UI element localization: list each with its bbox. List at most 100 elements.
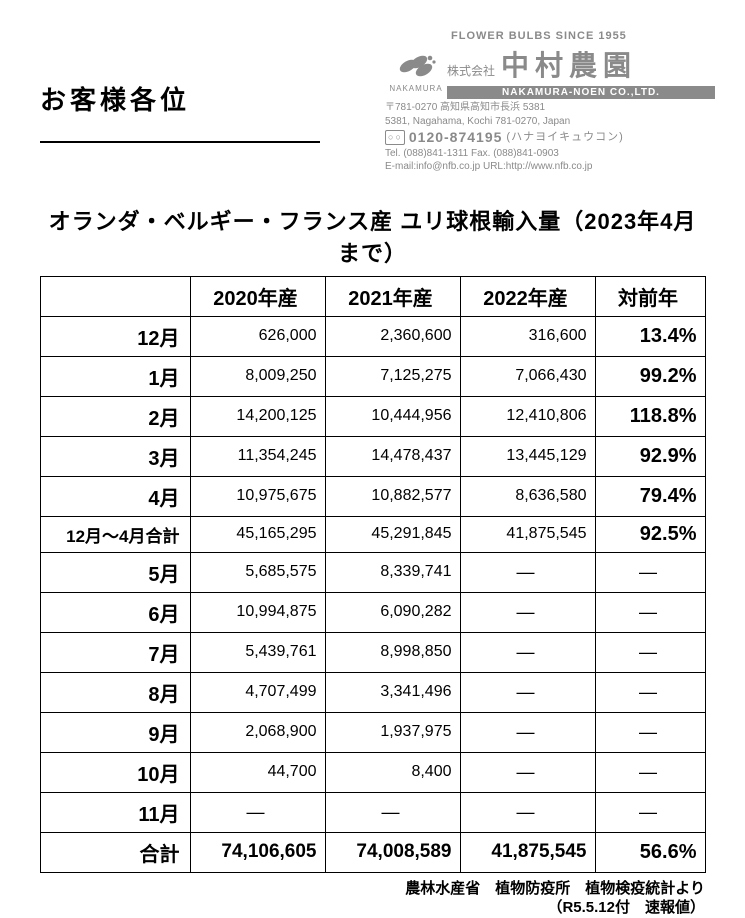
table-row: 1月8,009,2507,125,2757,066,43099.2%	[40, 356, 705, 396]
footer-line1: 農林水産省 植物防疫所 植物検疫統計より	[40, 879, 705, 899]
cell-2021: 8,400	[325, 752, 460, 792]
company-addr-en: 5381, Nagahama, Kochi 781-0270, Japan	[385, 115, 715, 129]
cell-2021: 14,478,437	[325, 436, 460, 476]
footer-note: 農林水産省 植物防疫所 植物検疫統計より （R5.5.12付 速報値）	[40, 879, 705, 918]
row-label: 1月	[40, 356, 190, 396]
footer-line2: （R5.5.12付 速報値）	[40, 898, 705, 918]
th-yoy: 対前年	[595, 276, 705, 316]
cell-2021: 1,937,975	[325, 712, 460, 752]
row-label: 4月	[40, 476, 190, 516]
company-name-main: 中村農園	[501, 44, 637, 84]
cell-2021: 8,998,850	[325, 632, 460, 672]
table-row: 7月5,439,7618,998,850——	[40, 632, 705, 672]
company-name-row: NAKAMURA 株式会社 中村農園 NAKAMURA-NOEN CO.,LTD…	[385, 44, 715, 101]
cell-2020: 44,700	[190, 752, 325, 792]
cell-yoy: —	[595, 632, 705, 672]
freecall-number: 0120-874195	[409, 128, 503, 147]
cell-2020: 74,106,605	[190, 832, 325, 872]
cell-2021: 3,341,496	[325, 672, 460, 712]
table-row: 11月————	[40, 792, 705, 832]
cell-2022: —	[460, 632, 595, 672]
import-volume-table: 2020年産 2021年産 2022年産 対前年 12月626,0002,360…	[40, 276, 706, 873]
cell-yoy: —	[595, 552, 705, 592]
cell-2021: 6,090,282	[325, 592, 460, 632]
row-label: 12月～4月合計	[40, 516, 190, 552]
row-label: 9月	[40, 712, 190, 752]
cell-2022: —	[460, 552, 595, 592]
table-row: 10月44,7008,400——	[40, 752, 705, 792]
cell-2020: —	[190, 792, 325, 832]
logo-label: NAKAMURA	[385, 84, 447, 93]
cell-2022: —	[460, 712, 595, 752]
th-2022: 2022年産	[460, 276, 595, 316]
cell-2020: 5,439,761	[190, 632, 325, 672]
table-head: 2020年産 2021年産 2022年産 対前年	[40, 276, 705, 316]
cell-2020: 626,000	[190, 316, 325, 356]
salutation: お客様各位	[40, 80, 320, 123]
cell-yoy: 79.4%	[595, 476, 705, 516]
header-area: お客様各位 FLOWER BULBS SINCE 1955 NAKAMURA	[0, 0, 745, 174]
cell-yoy: —	[595, 712, 705, 752]
table-row: 3月11,354,24514,478,43713,445,12992.9%	[40, 436, 705, 476]
cell-yoy: 92.5%	[595, 516, 705, 552]
row-label: 合計	[40, 832, 190, 872]
table-row: 12月626,0002,360,600316,60013.4%	[40, 316, 705, 356]
cell-yoy: —	[595, 592, 705, 632]
cell-2020: 14,200,125	[190, 396, 325, 436]
cell-2020: 5,685,575	[190, 552, 325, 592]
cell-2022: —	[460, 752, 595, 792]
cell-2022: 13,445,129	[460, 436, 595, 476]
cell-yoy: —	[595, 672, 705, 712]
cell-2021: 8,339,741	[325, 552, 460, 592]
cell-2022: 41,875,545	[460, 832, 595, 872]
company-name-prefix: 株式会社	[447, 62, 495, 79]
table-row: 4月10,975,67510,882,5778,636,58079.4%	[40, 476, 705, 516]
salutation-block: お客様各位	[40, 80, 320, 143]
table-body: 12月626,0002,360,600316,60013.4%1月8,009,2…	[40, 316, 705, 872]
company-name-en: NAKAMURA-NOEN CO.,LTD.	[447, 86, 715, 99]
cell-2022: 7,066,430	[460, 356, 595, 396]
table-row: 合計74,106,60574,008,58941,875,54556.6%	[40, 832, 705, 872]
row-label: 11月	[40, 792, 190, 832]
cell-2021: 7,125,275	[325, 356, 460, 396]
cell-2022: 8,636,580	[460, 476, 595, 516]
title-block: オランダ・ベルギー・フランス産 ユリ球根輸入量（2023年4月まで）	[40, 204, 705, 268]
company-detail: 〒781-0270 高知県高知市長浜 5381 5381, Nagahama, …	[385, 101, 715, 174]
freecall-kana: (ハナヨイキュウコン)	[506, 130, 623, 145]
cell-yoy: 56.6%	[595, 832, 705, 872]
cell-2021: 74,008,589	[325, 832, 460, 872]
cell-yoy: 99.2%	[595, 356, 705, 396]
salutation-underline	[40, 141, 320, 143]
table-row: 8月4,707,4993,341,496——	[40, 672, 705, 712]
row-label: 5月	[40, 552, 190, 592]
table-row: 6月10,994,8756,090,282——	[40, 592, 705, 632]
cell-2020: 10,975,675	[190, 476, 325, 516]
cell-2020: 8,009,250	[190, 356, 325, 396]
freecall-icon: ○○	[385, 130, 405, 144]
cell-2021: 45,291,845	[325, 516, 460, 552]
cell-2021: 2,360,600	[325, 316, 460, 356]
leaf-logo-icon	[394, 52, 438, 82]
row-label: 6月	[40, 592, 190, 632]
cell-2021: 10,882,577	[325, 476, 460, 516]
company-mail-url: E-mail:info@nfb.co.jp URL:http://www.nfb…	[385, 160, 715, 174]
table-row: 9月2,068,9001,937,975——	[40, 712, 705, 752]
cell-2020: 4,707,499	[190, 672, 325, 712]
cell-2022: —	[460, 792, 595, 832]
table-row: 5月5,685,5758,339,741——	[40, 552, 705, 592]
row-label: 8月	[40, 672, 190, 712]
row-label: 12月	[40, 316, 190, 356]
cell-2020: 45,165,295	[190, 516, 325, 552]
company-logo: NAKAMURA	[385, 52, 447, 93]
cell-2021: —	[325, 792, 460, 832]
company-freecall: ○○ 0120-874195 (ハナヨイキュウコン)	[385, 128, 715, 147]
document-title: オランダ・ベルギー・フランス産 ユリ球根輸入量（2023年4月まで）	[40, 204, 705, 268]
cell-yoy: —	[595, 792, 705, 832]
cell-2022: —	[460, 592, 595, 632]
cell-2020: 11,354,245	[190, 436, 325, 476]
cell-yoy: 118.8%	[595, 396, 705, 436]
cell-2022: 12,410,806	[460, 396, 595, 436]
cell-2022: 316,600	[460, 316, 595, 356]
cell-2020: 2,068,900	[190, 712, 325, 752]
th-blank	[40, 276, 190, 316]
